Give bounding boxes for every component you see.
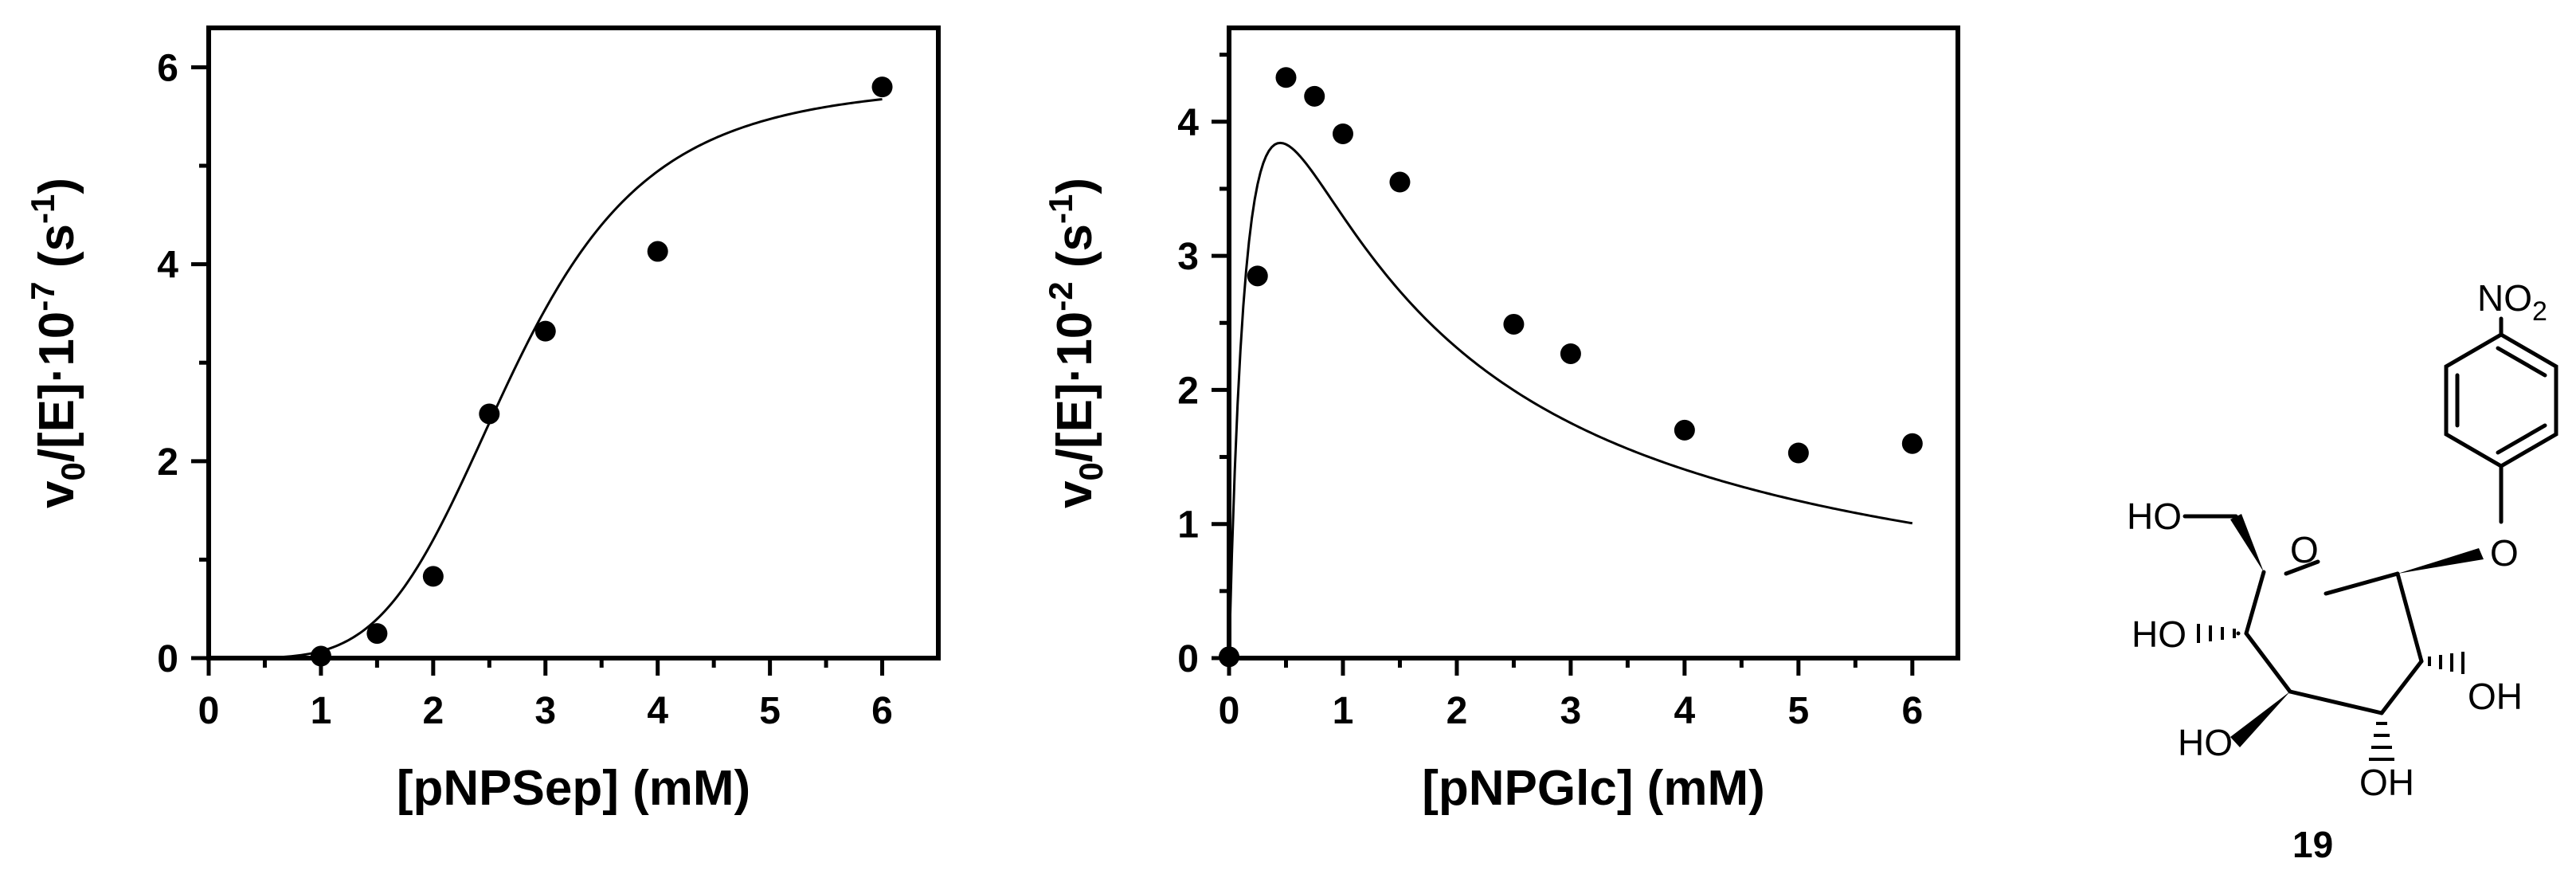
ch2oh-wedge-bond <box>2230 514 2264 572</box>
aromatic-double-bond <box>2496 423 2547 455</box>
x-axis-label: [pNPGlc] (mM) <box>1422 761 1765 816</box>
plot-frame <box>1227 25 1960 660</box>
c3-hydroxyl-label: HO <box>2178 722 2233 763</box>
data-point <box>1674 419 1695 441</box>
data-point <box>871 76 893 98</box>
y-tick-label: 0 <box>1177 638 1199 680</box>
x-tick-label: 6 <box>1901 690 1923 732</box>
data-point <box>1247 265 1268 287</box>
ring-oxygen-label: O <box>2290 529 2319 570</box>
x-tick-label: 4 <box>647 690 668 732</box>
y-tick-label: 0 <box>157 638 178 680</box>
data-point <box>479 403 500 425</box>
y-tick-label: 4 <box>157 245 178 287</box>
x-axis-label: [pNPSep] (mM) <box>397 761 750 816</box>
nitro-group-label: NO2 <box>2477 277 2547 327</box>
compound-number: 19 <box>2292 824 2333 865</box>
ring-o-bond <box>2284 559 2320 576</box>
data-point <box>1389 171 1411 193</box>
chart-pnpglc: 0 1 2 3 4 5 6 0 1 2 3 4 [pNPGlc] (mM) v0/[E]·10-2 (… <box>1042 25 1960 816</box>
data-points <box>310 76 893 667</box>
ring-bond <box>2244 631 2292 694</box>
hashed-bond-c2 <box>2197 624 2241 643</box>
plot-frame <box>206 25 941 660</box>
x-tick-label: 0 <box>198 690 220 732</box>
data-point <box>1332 123 1353 144</box>
ring-bond <box>2244 570 2266 636</box>
data-point <box>1560 343 1581 364</box>
fit-curve <box>1227 141 1913 659</box>
ring-bond <box>2288 689 2384 715</box>
data-point <box>534 320 556 342</box>
y-axis-label: v0/[E]·10-7 (s-1) <box>24 178 92 508</box>
data-points <box>1219 67 1923 668</box>
hashed-bond-c5 <box>2428 652 2464 674</box>
x-tick-label: 6 <box>871 690 893 732</box>
ring-bond <box>2379 659 2424 715</box>
ring-bond <box>2395 571 2424 664</box>
x-tick-label: 3 <box>1560 690 1582 732</box>
y-tick-label: 2 <box>157 441 178 484</box>
data-point <box>1787 442 1809 464</box>
y-tick-label: 6 <box>157 47 178 89</box>
aromatic-double-bond <box>2496 346 2547 378</box>
data-point <box>1219 646 1239 668</box>
c3-wedge-bond <box>2230 692 2290 747</box>
x-tick-label: 3 <box>534 690 556 732</box>
c4-hydroxyl-label: OH <box>2359 762 2414 803</box>
data-point <box>1503 313 1525 335</box>
hashed-bond-c4 <box>2369 722 2394 761</box>
x-tick-label: 1 <box>1333 690 1354 732</box>
benzene-ring <box>2444 332 2558 468</box>
data-point <box>1304 85 1325 107</box>
data-point <box>310 645 331 667</box>
x-tick-label: 4 <box>1674 690 1696 732</box>
chemical-structure-19: NO2 O O HO HO HO <box>2127 277 2558 865</box>
data-point <box>1275 67 1297 88</box>
x-tick-label: 5 <box>759 690 781 732</box>
x-tick-label: 5 <box>1787 690 1809 732</box>
data-point <box>647 241 668 262</box>
anomeric-c-ring-o-bond <box>2323 571 2400 596</box>
y-tick-label: 2 <box>1177 370 1199 412</box>
ticks: 0 1 2 3 4 5 6 0 1 2 3 4 <box>1177 53 1923 732</box>
ticks: 0 1 2 3 4 5 6 0 2 4 6 <box>157 47 893 732</box>
x-tick-label: 0 <box>1219 690 1240 732</box>
glycosidic-oxygen-label: O <box>2490 532 2519 574</box>
data-point <box>366 623 388 645</box>
c2-hydroxyl-label: HO <box>2132 613 2186 655</box>
data-point <box>422 566 444 587</box>
y-tick-label: 3 <box>1177 236 1199 278</box>
x-tick-label: 1 <box>311 690 332 732</box>
c5-hydroxyl-label: OH <box>2468 676 2523 717</box>
fit-curve <box>276 98 883 659</box>
chart-pnpsep: 0 1 2 3 4 5 6 0 2 4 6 [pNPSep] (mM) v0/[E]·10-7 (s… <box>24 25 941 816</box>
data-point <box>1901 433 1923 454</box>
y-tick-label: 4 <box>1177 102 1199 144</box>
y-tick-label: 1 <box>1177 504 1199 547</box>
hydroxymethyl-oh-label: HO <box>2127 496 2182 537</box>
anomeric-wedge-bond <box>2398 548 2484 574</box>
x-tick-label: 2 <box>1447 690 1468 732</box>
y-axis-label: v0/[E]·10-2 (s-1) <box>1042 178 1110 508</box>
x-tick-label: 2 <box>422 690 444 732</box>
